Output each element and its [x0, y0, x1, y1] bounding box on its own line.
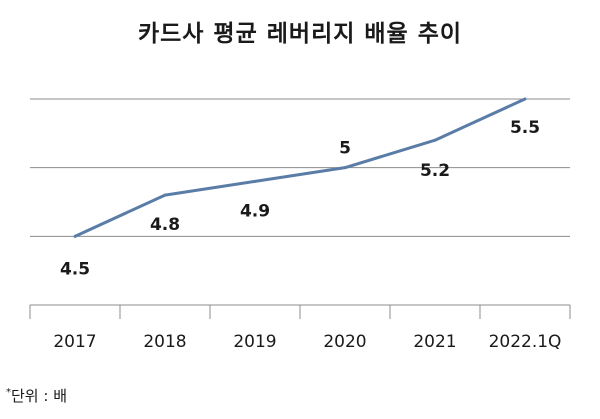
footnote-marker: * [6, 387, 11, 398]
data-point [73, 234, 77, 238]
footnote-text: 단위 : 배 [11, 387, 67, 405]
data-label: 4.9 [240, 201, 270, 221]
x-tick-label: 2021 [413, 332, 456, 352]
data-label: 5.5 [510, 118, 540, 138]
data-point [253, 179, 257, 183]
data-point [523, 97, 527, 101]
x-tick-label: 2017 [53, 332, 96, 352]
data-point [433, 138, 437, 142]
data-label: 5.2 [420, 161, 450, 181]
unit-footnote: *단위 : 배 [6, 385, 67, 406]
data-label: 4.8 [150, 215, 180, 235]
x-tick-label: 2020 [323, 332, 366, 352]
data-label: 4.5 [60, 259, 90, 279]
line-chart: 2017 2018 2019 2020 2021 2022.1Q 4.5 4.8 4.9 5 5.2… [29, 97, 571, 352]
data-point [343, 166, 347, 170]
chart-title: 카드사 평균 레버리지 배율 추이 [137, 21, 463, 47]
series-line [74, 97, 526, 238]
data-label: 5 [339, 139, 351, 159]
data-point [163, 193, 167, 197]
x-tick-label: 2019 [233, 332, 276, 352]
x-tick-label: 2022.1Q [489, 332, 562, 352]
x-tick-label: 2018 [143, 332, 186, 352]
